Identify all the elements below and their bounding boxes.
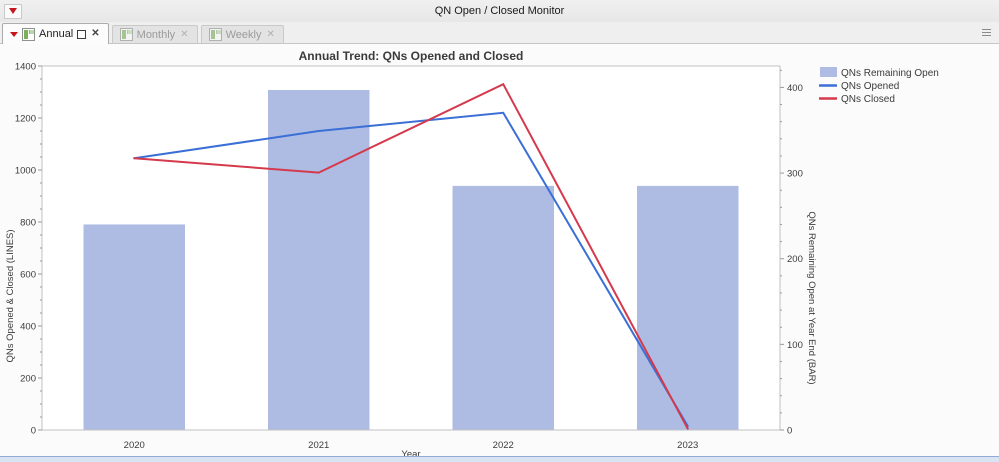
left-axis-tick-label: 1200 (15, 114, 36, 125)
left-axis-tick-label: 1400 (15, 62, 36, 73)
right-axis-title: QNs Remaining Open at Year End (BAR) (806, 211, 817, 384)
x-axis-tick-label: 2022 (493, 440, 514, 451)
red-triangle-menu-button[interactable] (4, 3, 22, 19)
x-axis-tick-label: 2020 (124, 440, 145, 451)
report-content: 0 200 400 600 800 1000 1200 1400 0 100 200 300 400 20… (0, 44, 999, 462)
close-icon[interactable]: ✕ (91, 28, 100, 39)
tab-weekly[interactable]: Weekly ✕ (200, 25, 284, 43)
bar-2021[interactable] (268, 89, 370, 431)
right-axis-tick-label: 300 (787, 169, 803, 180)
left-axis-tick-label: 1000 (15, 166, 36, 177)
line-qns-opened[interactable] (133, 111, 689, 428)
close-icon[interactable]: ✕ (180, 28, 189, 40)
right-axis-tick-label: 400 (787, 83, 803, 94)
horizontal-scrollbar[interactable] (0, 456, 999, 462)
legend-label[interactable]: QNs Remaining Open (841, 68, 939, 79)
dashboard-square-icon[interactable] (77, 29, 87, 39)
tab-label: Weekly (225, 28, 262, 41)
window-titlebar: QN Open / Closed Monitor (0, 0, 999, 23)
legend-label[interactable]: QNs Closed (841, 94, 895, 105)
tab-bar: Annual ✕ Monthly ✕ Weekly ✕ (0, 22, 999, 44)
window-title: QN Open / Closed Monitor (434, 5, 565, 17)
red-triangle-icon[interactable] (10, 31, 18, 37)
tab-list-icon[interactable] (982, 29, 991, 37)
left-axis-tick-label: 200 (20, 374, 36, 385)
data-table-icon (208, 28, 222, 41)
line-qns-closed[interactable] (133, 82, 689, 430)
bar-2022[interactable] (452, 185, 554, 430)
legend: QNs Remaining Open QNs Opened QNs Closed (819, 67, 939, 105)
left-axis-tick-label: 0 (31, 426, 36, 437)
legend-swatch-bar[interactable] (820, 67, 837, 77)
tab-monthly[interactable]: Monthly ✕ (111, 25, 198, 43)
annual-trend-chart: 0 200 400 600 800 1000 1200 1400 0 100 200 300 400 20… (5, 49, 939, 456)
data-table-icon (22, 27, 35, 41)
x-axis-tick-label: 2021 (308, 440, 329, 451)
right-axis-tick-label: 0 (787, 426, 792, 437)
x-axis-tick-label: 2023 (677, 440, 698, 451)
bar-2023[interactable] (637, 185, 739, 430)
red-triangle-icon (9, 8, 17, 14)
chart-title: Annual Trend: QNs Opened and Closed (299, 49, 524, 63)
close-icon[interactable]: ✕ (266, 28, 275, 40)
tab-label: Annual (39, 28, 74, 40)
right-axis-tick-label: 100 (787, 340, 803, 351)
left-axis-tick-label: 600 (20, 270, 36, 281)
bar-2020[interactable] (83, 224, 185, 430)
tab-label: Monthly (136, 28, 176, 41)
data-table-icon (119, 28, 133, 41)
legend-label[interactable]: QNs Opened (841, 81, 899, 92)
tab-annual[interactable]: Annual ✕ (2, 23, 109, 44)
left-axis-tick-label: 400 (20, 322, 36, 333)
right-axis-tick-label: 200 (787, 254, 803, 265)
x-axis-title: Year (401, 449, 420, 456)
left-axis-tick-label: 800 (20, 218, 36, 229)
left-axis-title: QNs Opened & Closed (LINES) (5, 229, 16, 362)
